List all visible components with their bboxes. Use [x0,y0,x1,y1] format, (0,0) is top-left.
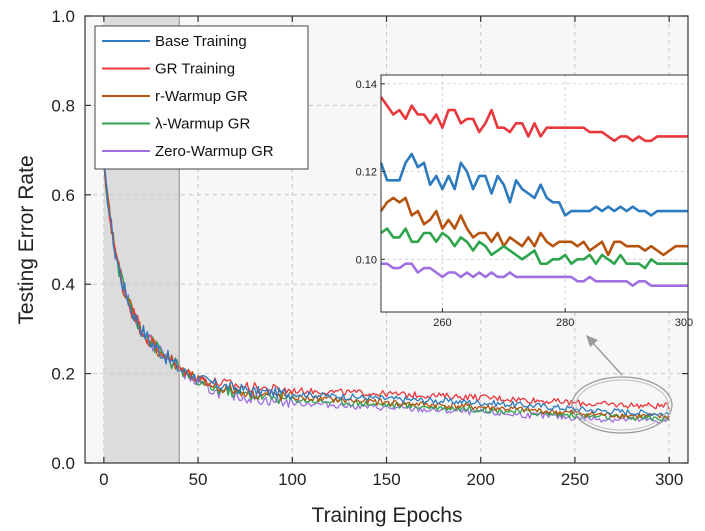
y-tick-label-5: 1.0 [51,7,75,26]
zoom-arrow-head [586,335,598,347]
inset-chart: 260 280 300 0.10 0.12 0.14 [356,74,694,329]
x-tick-label-1: 50 [189,470,208,489]
zoom-highlight-ellipse-inner [575,379,669,431]
series-line-base [103,161,670,417]
inset-series-line-0 [379,96,688,143]
series-lines [103,159,670,424]
inset-series-line-3 [380,227,688,270]
y-tick-label-4: 0.8 [51,96,75,115]
x-axis-title: Training Epochs [312,504,463,527]
inset-axis-ticks [381,83,689,312]
x-tick-label-0: 0 [99,470,108,489]
legend-box [94,25,309,170]
axis-tick-labels: 0 50 100 150 200 250 300 0.0 0.2 0.4 0.6 0.8 1.0 [51,7,683,489]
x-tick-label-6: 300 [655,470,683,489]
legend-label-3: λ-Warmup GR [155,116,250,133]
zoom-highlight-ellipse [571,376,673,434]
y-tick-label-0: 0.0 [51,454,75,473]
legend-label-1: GR Training [155,61,235,78]
zoom-arrow [591,341,623,376]
inset-y-tick-label-1: 0.12 [356,167,377,179]
inset-x-tick-label-2: 300 [675,317,693,329]
y-axis-title: Testing Error Rate [15,155,38,324]
x-tick-label-3: 150 [372,470,400,489]
legend: Base Training GR Training r-Warmup GR λ-War… [94,25,309,170]
y-tick-label-1: 0.2 [51,365,75,384]
series-line-lambda-warmup [103,160,670,422]
inset-tick-labels: 260 280 300 0.10 0.12 0.14 [356,79,694,329]
legend-label-4: Zero-Warmup GR [155,143,274,160]
inset-series-line-2 [379,196,688,257]
x-tick-label-2: 100 [278,470,306,489]
inset-y-tick-label-0: 0.10 [356,254,377,266]
legend-label-2: r-Warmup GR [155,88,248,105]
inset-series-lines [379,96,688,287]
series-line-gr [103,161,670,410]
x-tick-label-4: 200 [467,470,495,489]
y-tick-label-2: 0.4 [51,275,75,294]
series-line-r-warmup [103,160,670,420]
y-tick-label-3: 0.6 [51,186,75,205]
inset-x-tick-label-0: 260 [433,317,451,329]
inset-x-tick-label-1: 280 [556,317,574,329]
inset-frame [380,74,689,313]
x-tick-label-5: 250 [561,470,589,489]
inset-background [381,75,688,312]
legend-label-0: Base Training [155,33,247,50]
inset-series-line-4 [381,262,688,287]
inset-series-line-1 [379,152,688,217]
inset-y-tick-label-2: 0.14 [356,79,377,91]
